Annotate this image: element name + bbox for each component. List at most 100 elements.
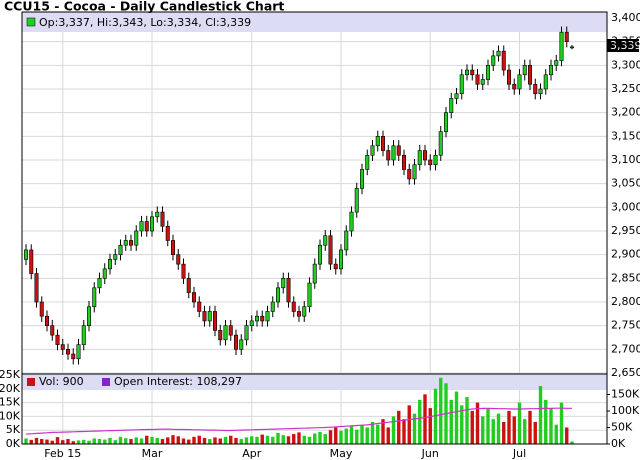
ohlc-label: Op:3,337, Hi:3,343, Lo:3,334, Cl:3,339 bbox=[39, 16, 251, 29]
candle-body bbox=[213, 311, 218, 331]
candle-body bbox=[569, 46, 574, 49]
volume-bar bbox=[302, 435, 306, 444]
candle-body bbox=[260, 315, 265, 322]
candle-body bbox=[559, 31, 564, 61]
candle-body bbox=[265, 311, 270, 322]
volume-bar bbox=[502, 421, 506, 444]
volume-bar bbox=[66, 439, 70, 444]
volume-bar bbox=[129, 439, 133, 444]
candle-body bbox=[491, 55, 496, 66]
candle-body bbox=[71, 353, 76, 360]
volume-bar bbox=[255, 436, 259, 444]
open-interest-label: Open Interest: 108,297 bbox=[114, 375, 242, 388]
candle-body bbox=[422, 150, 427, 161]
volume-bar bbox=[202, 437, 207, 444]
volume-bar bbox=[218, 438, 222, 444]
y-tick-label: 2,900 bbox=[611, 248, 640, 261]
y-tick-label: 3,300 bbox=[611, 58, 640, 71]
volume-bar bbox=[292, 434, 296, 444]
candle-body bbox=[433, 154, 438, 166]
volume-bar bbox=[71, 441, 75, 444]
volume-tick-label: 25K bbox=[0, 368, 21, 381]
candle-body bbox=[239, 339, 244, 350]
volume-bar bbox=[145, 435, 149, 444]
volume-tick-label: 5K bbox=[6, 423, 21, 436]
volume-bar bbox=[103, 439, 107, 444]
volume-bar bbox=[97, 439, 102, 444]
volume-bar bbox=[50, 440, 54, 444]
candle-body bbox=[281, 278, 286, 289]
volume-bar bbox=[355, 429, 359, 444]
y-tick-label: 2,950 bbox=[611, 224, 640, 237]
candle-body bbox=[23, 249, 28, 260]
volume-bar bbox=[286, 436, 291, 444]
volume-bar bbox=[208, 439, 212, 444]
volume-bar bbox=[171, 435, 175, 444]
candle-body bbox=[291, 301, 296, 312]
candle-body bbox=[380, 136, 385, 151]
volume-bar bbox=[244, 437, 249, 444]
candle-body bbox=[202, 311, 207, 322]
candle-body bbox=[97, 278, 102, 289]
volume-bar bbox=[34, 437, 39, 444]
candle-body bbox=[302, 306, 307, 317]
candle-body bbox=[87, 306, 92, 326]
candle-body bbox=[480, 79, 485, 85]
candle-body bbox=[464, 69, 469, 76]
candle-body bbox=[129, 240, 134, 246]
candle-body bbox=[496, 50, 501, 57]
volume-bar bbox=[313, 433, 317, 444]
candle-body bbox=[218, 330, 223, 341]
x-tick-label: Apr bbox=[242, 447, 262, 460]
candle-body bbox=[44, 315, 49, 326]
candle-body bbox=[538, 88, 543, 95]
volume-bar bbox=[360, 424, 364, 444]
candle-body bbox=[192, 292, 197, 303]
volume-bar bbox=[365, 427, 369, 444]
candle-body bbox=[438, 131, 443, 156]
candle-body bbox=[501, 50, 506, 71]
volume-bar bbox=[570, 441, 574, 444]
volume-bar bbox=[439, 377, 443, 444]
volume-bar bbox=[318, 431, 322, 444]
volume-bar bbox=[250, 436, 254, 444]
candle-body bbox=[113, 254, 118, 260]
volume-bar bbox=[407, 405, 411, 444]
candle-body bbox=[134, 230, 139, 246]
candle-body bbox=[223, 325, 228, 341]
volume-bar bbox=[460, 405, 464, 444]
volume-bar bbox=[24, 438, 28, 444]
volume-bar bbox=[307, 436, 312, 444]
volume-bar bbox=[276, 432, 280, 444]
volume-bar bbox=[470, 410, 474, 444]
candle-body bbox=[391, 145, 396, 161]
volume-bar bbox=[45, 439, 49, 444]
volume-bar bbox=[113, 440, 117, 444]
volume-bar bbox=[297, 432, 301, 444]
volume-bar bbox=[82, 439, 86, 444]
candle-body bbox=[354, 188, 359, 213]
candle-body bbox=[443, 112, 448, 132]
volume-bar bbox=[134, 437, 138, 444]
candle-body bbox=[543, 74, 548, 90]
volume-bar bbox=[344, 428, 348, 444]
volume-tick-label: 10K bbox=[0, 409, 21, 422]
candle-body bbox=[34, 273, 39, 303]
volume-bar bbox=[328, 430, 333, 444]
volume-bar bbox=[386, 427, 390, 444]
candle-body bbox=[554, 60, 559, 66]
candle-body bbox=[338, 249, 343, 270]
y-tick-label: 2,650 bbox=[611, 366, 640, 379]
volume-bar bbox=[139, 438, 144, 444]
volume-bar bbox=[449, 399, 453, 444]
candle-body bbox=[296, 311, 301, 317]
legend-swatch bbox=[26, 17, 36, 27]
volume-bar bbox=[428, 408, 432, 444]
volume-bar bbox=[187, 439, 191, 444]
candle-body bbox=[234, 334, 239, 350]
volume-bar bbox=[124, 438, 128, 444]
candle-body bbox=[328, 235, 333, 265]
candle-body bbox=[359, 169, 364, 189]
y2-tick-label: 50K bbox=[611, 421, 633, 434]
volume-bar bbox=[397, 410, 401, 444]
